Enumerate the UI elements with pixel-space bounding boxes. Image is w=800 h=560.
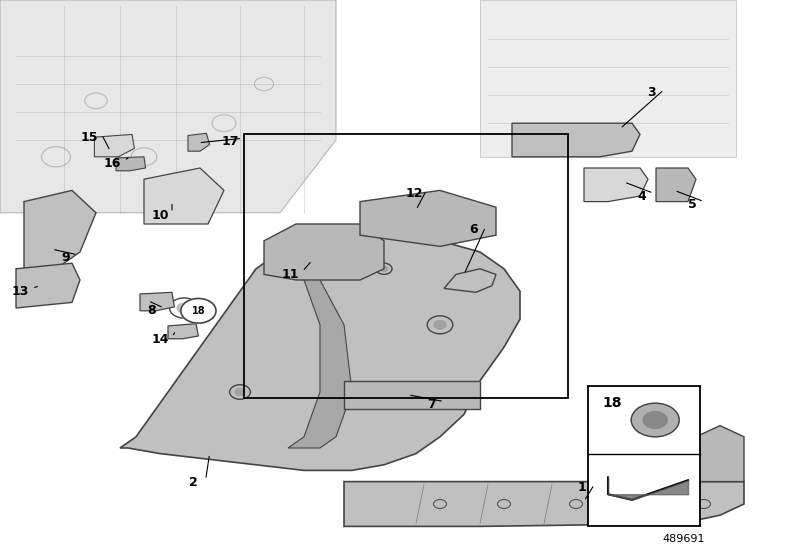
Polygon shape xyxy=(16,263,80,308)
Circle shape xyxy=(394,388,406,396)
Bar xyxy=(244,134,568,398)
Text: 18: 18 xyxy=(602,396,622,410)
Text: 18: 18 xyxy=(191,306,206,316)
Bar xyxy=(588,386,700,526)
Polygon shape xyxy=(512,123,640,157)
Text: 12: 12 xyxy=(406,186,423,200)
Polygon shape xyxy=(116,157,146,171)
Text: 9: 9 xyxy=(62,251,70,264)
Text: 5: 5 xyxy=(688,198,696,211)
Text: 7: 7 xyxy=(428,398,436,411)
Circle shape xyxy=(643,412,667,428)
Circle shape xyxy=(631,403,679,437)
Circle shape xyxy=(434,320,446,329)
Text: 2: 2 xyxy=(190,476,198,489)
Polygon shape xyxy=(344,482,744,526)
Text: 17: 17 xyxy=(222,134,239,148)
Polygon shape xyxy=(0,0,336,213)
Circle shape xyxy=(235,389,245,395)
Polygon shape xyxy=(144,168,224,224)
Circle shape xyxy=(177,303,191,313)
Polygon shape xyxy=(140,292,174,311)
Polygon shape xyxy=(600,403,696,482)
Text: 4: 4 xyxy=(638,189,646,203)
Text: 10: 10 xyxy=(151,209,169,222)
Polygon shape xyxy=(288,258,352,448)
Text: 11: 11 xyxy=(282,268,299,281)
Polygon shape xyxy=(656,168,696,202)
Polygon shape xyxy=(188,133,210,151)
Text: 15: 15 xyxy=(81,130,98,144)
Polygon shape xyxy=(168,324,198,339)
Polygon shape xyxy=(264,224,384,280)
Polygon shape xyxy=(344,381,480,409)
Circle shape xyxy=(380,266,388,272)
Polygon shape xyxy=(480,0,736,157)
Text: 1: 1 xyxy=(578,480,586,494)
Circle shape xyxy=(276,266,284,272)
Polygon shape xyxy=(120,235,520,470)
Polygon shape xyxy=(94,134,134,157)
Text: 3: 3 xyxy=(648,86,656,99)
Text: 6: 6 xyxy=(470,223,478,236)
Text: 14: 14 xyxy=(151,333,169,347)
Polygon shape xyxy=(444,269,496,292)
Polygon shape xyxy=(360,190,496,246)
Text: 489691: 489691 xyxy=(662,534,706,544)
Text: 16: 16 xyxy=(103,157,121,170)
Polygon shape xyxy=(24,190,96,269)
Circle shape xyxy=(181,298,216,323)
Text: 13: 13 xyxy=(11,284,29,298)
Polygon shape xyxy=(696,426,744,482)
Polygon shape xyxy=(584,168,648,202)
Text: 8: 8 xyxy=(148,304,156,318)
